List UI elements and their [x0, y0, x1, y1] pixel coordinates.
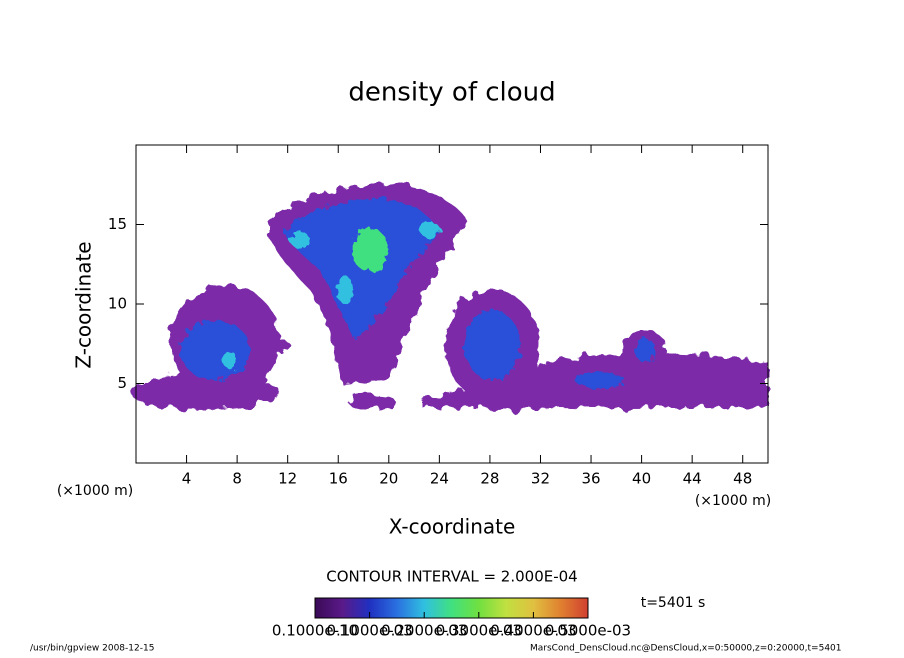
- colorbar-label: 0.3000e-03: [436, 622, 522, 640]
- chart-title: density of cloud: [348, 78, 555, 108]
- x-tick-label: 12: [278, 470, 297, 488]
- x-tick-label: 48: [733, 470, 752, 488]
- x-tick-label: 36: [581, 470, 600, 488]
- core-cloud: [222, 222, 440, 368]
- x-unit-label: (×1000 m): [695, 493, 771, 509]
- x-axis-label: X-coordinate: [389, 515, 516, 539]
- contour-interval: CONTOUR INTERVAL = 2.000E-04: [326, 568, 577, 586]
- y-tick-label: 5: [117, 374, 127, 392]
- x-tick-label: 4: [182, 470, 192, 488]
- x-tick-label: 8: [232, 470, 242, 488]
- colorbar-label: 0.1000e-03: [326, 622, 412, 640]
- x-tick-label: 28: [480, 470, 499, 488]
- x-tick-label: 24: [430, 470, 449, 488]
- colorbar-label: 0.1000e-10: [272, 622, 358, 640]
- footer: MarsCond_DensCloud.nc@DensCloud,x=0:5000…: [530, 644, 842, 654]
- x-tick-label: 40: [632, 470, 651, 488]
- x-tick-label: 32: [531, 470, 550, 488]
- y-tick-label: 10: [108, 295, 127, 313]
- colorbar-label: 0.5000e-03: [545, 622, 631, 640]
- x-tick-label: 16: [329, 470, 348, 488]
- cloud-field: [130, 183, 768, 410]
- x-unit-label: (×1000 m): [57, 483, 133, 499]
- y-axis-label: Z-coordinate: [72, 241, 96, 368]
- colorbar-label: 0.4000e-03: [490, 622, 576, 640]
- x-tick-label: 20: [379, 470, 398, 488]
- x-tick-label: 44: [683, 470, 702, 488]
- colorbar-label: 0.2000e-03: [381, 622, 467, 640]
- colorbar: [314, 597, 589, 619]
- footer: /usr/bin/gpview 2008-12-15: [30, 644, 154, 654]
- y-tick-label: 15: [108, 215, 127, 233]
- time-label: t=5401 s: [641, 595, 706, 611]
